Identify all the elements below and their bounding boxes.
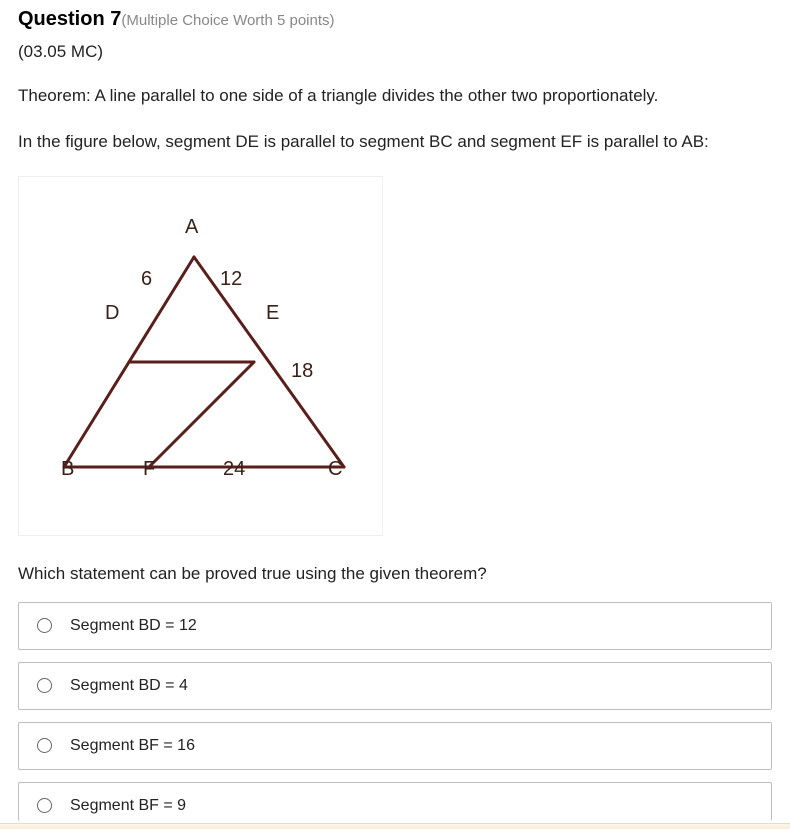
bottom-border [0,823,790,829]
triangle-figure: A B C D E F 6 12 18 24 [18,176,383,536]
theorem-text: Theorem: A line parallel to one side of … [18,84,772,108]
svg-text:24: 24 [223,458,245,480]
option-0[interactable]: Segment BD = 12 [18,602,772,650]
svg-text:E: E [266,302,279,324]
option-label: Segment BF = 16 [70,737,195,755]
svg-text:B: B [61,458,74,480]
question-number: Question 7 [18,8,121,30]
radio-icon [37,798,52,813]
option-label: Segment BD = 12 [70,617,197,635]
svg-text:6: 6 [141,268,152,290]
radio-icon [37,678,52,693]
option-1[interactable]: Segment BD = 4 [18,662,772,710]
option-label: Segment BF = 9 [70,797,186,815]
svg-text:A: A [185,216,199,238]
svg-text:D: D [105,302,119,324]
question-code: (03.05 MC) [18,42,772,62]
radio-icon [37,738,52,753]
option-label: Segment BD = 4 [70,677,188,695]
svg-text:F: F [143,458,155,480]
option-3[interactable]: Segment BF = 9 [18,782,772,821]
question-worth: (Multiple Choice Worth 5 points) [121,12,334,29]
svg-text:12: 12 [220,268,242,290]
option-2[interactable]: Segment BF = 16 [18,722,772,770]
svg-text:C: C [328,458,342,480]
question-prompt: Which statement can be proved true using… [18,564,772,584]
svg-text:18: 18 [291,360,313,382]
question-header: Question 7(Multiple Choice Worth 5 point… [18,6,772,32]
radio-icon [37,618,52,633]
setup-text: In the figure below, segment DE is paral… [18,130,772,154]
answer-options: Segment BD = 12 Segment BD = 4 Segment B… [18,602,772,821]
